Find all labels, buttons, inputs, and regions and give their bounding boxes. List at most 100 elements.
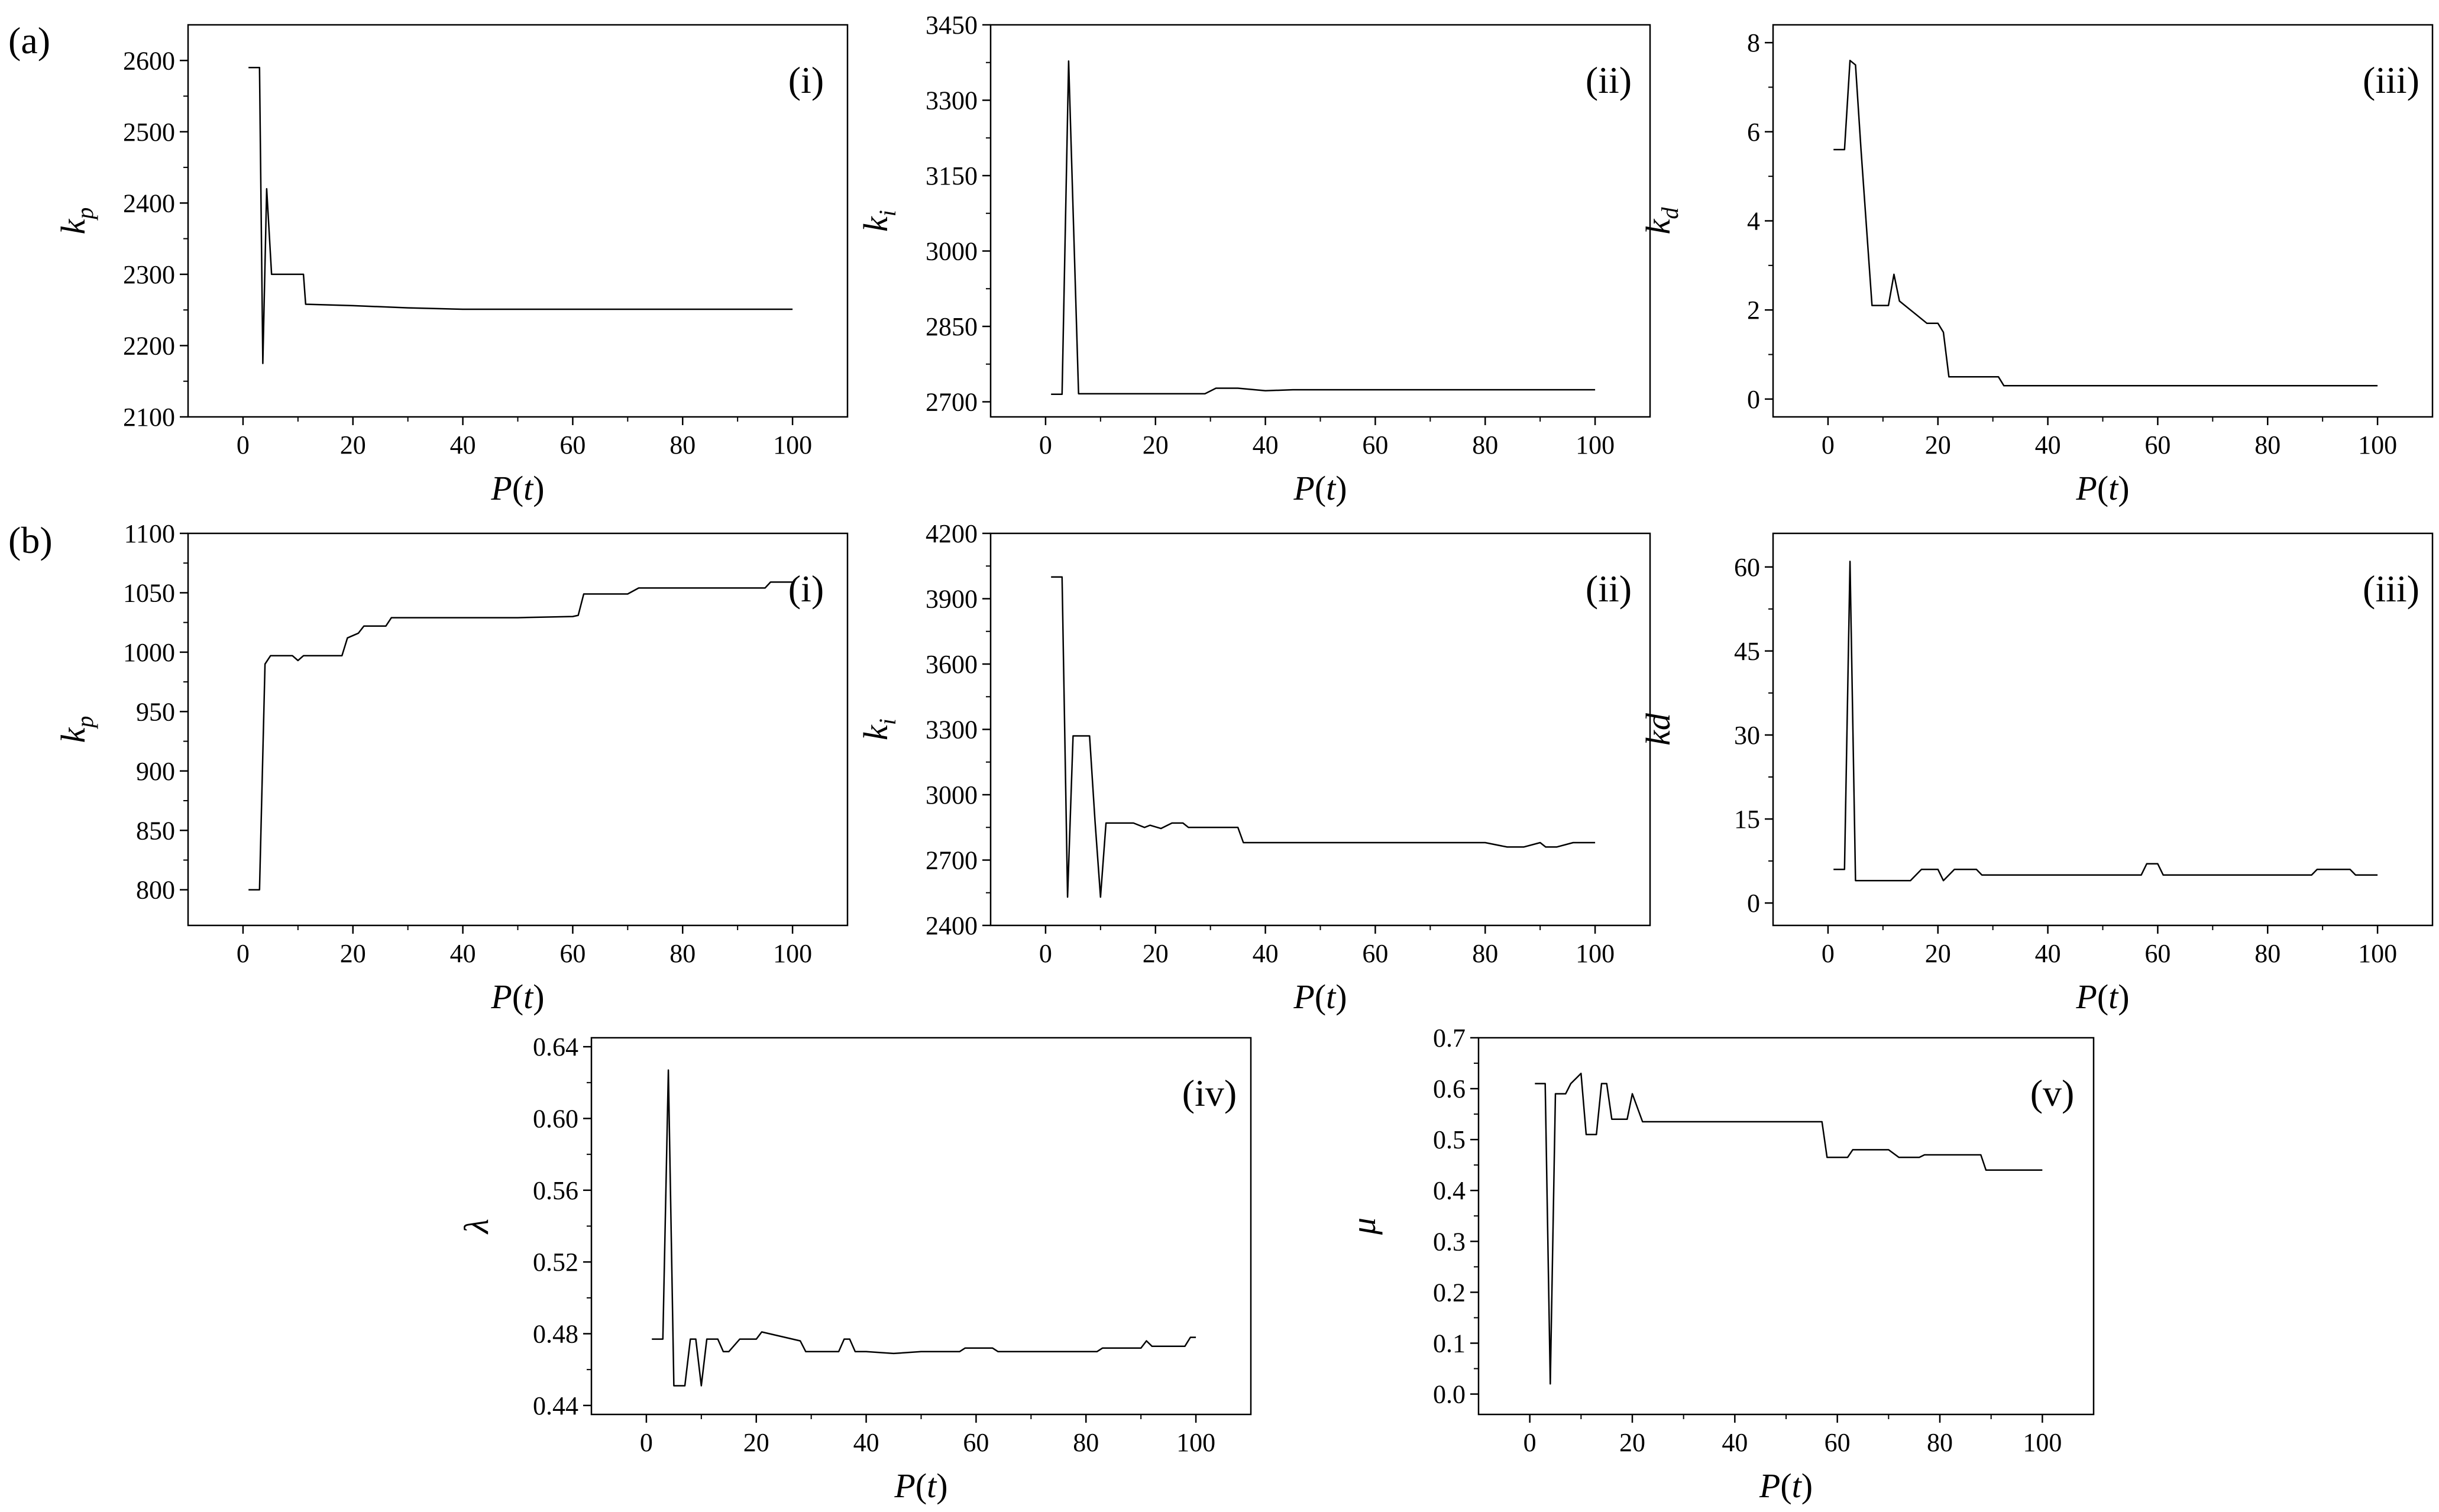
plot-frame (989, 24, 1651, 418)
y-tick-label: 2850 (926, 312, 978, 341)
x-tick-label: 0 (237, 939, 250, 968)
x-tick-label: 0 (237, 430, 250, 459)
x-tick-label: 40 (1722, 1428, 1748, 1457)
y-tick-label: 60 (1734, 553, 1760, 582)
x-tick-label: 60 (1362, 939, 1388, 968)
y-tick-label: 0 (1747, 385, 1760, 414)
panel-label: (ii) (1586, 568, 1632, 610)
panel-label: (iv) (1182, 1072, 1237, 1114)
x-tick-label: 40 (853, 1428, 879, 1457)
x-tick-label: 60 (963, 1428, 989, 1457)
plot-frame (187, 532, 849, 927)
y-tick-label: 3150 (926, 161, 978, 190)
series-line-b-i-0 (248, 581, 793, 891)
y-tick-label: 0.1 (1433, 1329, 1466, 1358)
chart-b-iii: 0 20 40 60 80 100 0 15 30 45 60 (iii) P(t) kd (1639, 532, 2434, 1016)
series-line-b-iv-0 (652, 1069, 1196, 1387)
y-axis-label: λ (457, 1219, 496, 1235)
series-line-b-v-0 (1535, 1073, 2043, 1385)
x-tick-label: 40 (450, 939, 476, 968)
panel-label: (ii) (1586, 59, 1632, 101)
x-tick-label: 80 (2254, 939, 2281, 968)
x-axis-label: P(t) (2075, 469, 2129, 507)
x-tick-label: 60 (1362, 430, 1388, 459)
x-tick-label: 80 (1073, 1428, 1099, 1457)
y-tick-label: 3300 (926, 715, 978, 744)
x-tick-label: 40 (2035, 939, 2061, 968)
x-tick-label: 20 (1925, 939, 1951, 968)
plot-frame (590, 1037, 1252, 1416)
x-tick-label: 80 (669, 430, 696, 459)
y-tick-label: 4200 (926, 519, 978, 548)
y-tick-label: 4 (1747, 207, 1760, 236)
x-tick-label: 60 (1825, 1428, 1851, 1457)
x-tick-label: 100 (2358, 430, 2397, 459)
y-axis-label: kp (54, 716, 98, 743)
series-line-b-iii-0 (1833, 561, 2378, 882)
y-tick-label: 3600 (926, 650, 978, 679)
x-axis-label: P(t) (1293, 469, 1347, 507)
plot-frame (187, 24, 849, 418)
x-tick-label: 0 (1523, 1428, 1536, 1457)
y-tick-label: 3900 (926, 585, 978, 614)
y-axis-label: kd (1639, 207, 1683, 235)
x-tick-label: 80 (2254, 430, 2281, 459)
panel-label: (iii) (2363, 568, 2419, 610)
y-tick-label: 6 (1747, 118, 1760, 147)
x-tick-label: 100 (2023, 1428, 2062, 1457)
row-label-b: (b) (8, 519, 53, 561)
x-tick-label: 40 (450, 430, 476, 459)
y-tick-label: 15 (1734, 805, 1760, 834)
x-tick-label: 20 (340, 430, 366, 459)
x-tick-label: 60 (2144, 939, 2170, 968)
y-tick-label: 0.52 (533, 1248, 578, 1277)
series-line-a-ii-0 (1051, 60, 1596, 396)
y-tick-label: 3000 (926, 237, 978, 266)
y-tick-label: 1100 (124, 519, 175, 548)
x-axis-label: P(t) (490, 469, 544, 507)
y-tick-label: 2100 (123, 403, 175, 432)
y-tick-label: 0.60 (533, 1105, 578, 1134)
plot-frame (1477, 1037, 2095, 1416)
y-tick-label: 2200 (123, 331, 175, 360)
x-tick-label: 100 (773, 430, 812, 459)
y-tick-label: 0.44 (533, 1391, 578, 1420)
chart-b-v: 0 20 40 60 80 100 0.0 0.1 0.2 0.3 0.4 0.5 0.6 0.7 (v) P… (1344, 1024, 2095, 1505)
series-line-a-iii-0 (1833, 60, 2378, 387)
x-tick-label: 0 (640, 1428, 653, 1457)
panel-label: (i) (788, 59, 824, 101)
x-tick-label: 20 (1143, 430, 1169, 459)
y-tick-label: 950 (136, 697, 175, 726)
x-tick-label: 20 (743, 1428, 769, 1457)
x-tick-label: 20 (1925, 430, 1951, 459)
y-axis-label: μ (1344, 1218, 1383, 1235)
y-tick-label: 0.2 (1433, 1278, 1466, 1307)
y-tick-label: 800 (136, 876, 175, 905)
x-axis-label: P(t) (1759, 1466, 1813, 1505)
x-tick-label: 80 (1927, 1428, 1953, 1457)
x-tick-label: 80 (669, 939, 696, 968)
x-tick-label: 100 (2358, 939, 2397, 968)
y-tick-label: 0.5 (1433, 1125, 1466, 1154)
y-tick-label: 2700 (926, 846, 978, 875)
y-tick-label: 2300 (123, 260, 175, 289)
panel-label: (v) (2030, 1072, 2075, 1114)
y-tick-label: 3000 (926, 781, 978, 810)
y-tick-label: 0.56 (533, 1176, 578, 1205)
x-tick-label: 20 (1619, 1428, 1645, 1457)
y-tick-label: 0.3 (1433, 1227, 1466, 1256)
y-tick-label: 2400 (123, 189, 175, 218)
y-tick-label: 8 (1747, 28, 1760, 57)
panel-label: (iii) (2363, 59, 2419, 101)
x-tick-label: 20 (1143, 939, 1169, 968)
x-tick-label: 100 (1576, 430, 1615, 459)
y-tick-label: 0.0 (1433, 1380, 1466, 1409)
x-tick-label: 80 (1472, 939, 1498, 968)
y-tick-label: 45 (1734, 637, 1760, 666)
x-axis-label: P(t) (1293, 977, 1347, 1016)
y-tick-label: 0.4 (1433, 1176, 1466, 1205)
y-axis-label: ki (856, 210, 901, 232)
y-tick-label: 850 (136, 816, 175, 845)
chart-b-i: 0 20 40 60 80 100 800 850 900 950 1000 1050 1100 (i) P… (54, 519, 849, 1016)
chart-b-iv: 0 20 40 60 80 100 0.44 0.48 0.52 0.56 0.60 0.64 (iv)… (457, 1032, 1252, 1505)
